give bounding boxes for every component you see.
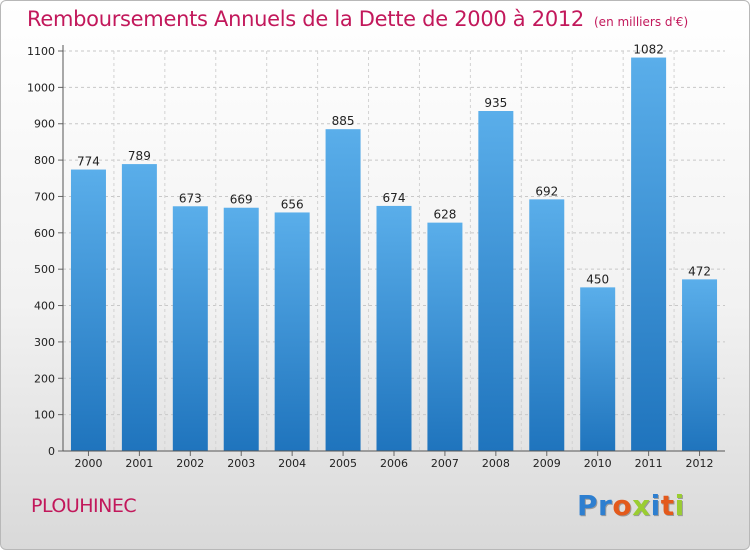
- bar-value-label: 673: [179, 191, 202, 205]
- x-tick-label: 2012: [686, 457, 714, 470]
- x-tick-label: 2002: [176, 457, 204, 470]
- x-tick-label: 2009: [533, 457, 561, 470]
- x-tick-label: 2011: [635, 457, 663, 470]
- logo-letter: P: [577, 489, 599, 522]
- bar-value-label: 669: [230, 193, 253, 207]
- y-tick-label: 900: [34, 118, 55, 131]
- x-tick-label: 2004: [278, 457, 306, 470]
- bar-value-label: 774: [77, 155, 100, 169]
- bar-value-label: 472: [688, 264, 711, 278]
- y-tick-label: 300: [34, 336, 55, 349]
- y-tick-label: 600: [34, 227, 55, 240]
- bar-2003: [223, 207, 259, 451]
- city-name: PLOUHINEC: [31, 495, 137, 517]
- labels: 0 100 200 300 400 500 600 700 800 900 1000 1100 774 2…: [27, 43, 714, 470]
- bar-2009: [529, 199, 565, 451]
- y-tick-label: 0: [48, 445, 55, 458]
- chart-subtitle: (en milliers d'€): [594, 15, 689, 29]
- x-tick-label: 2003: [227, 457, 255, 470]
- bar-2000: [70, 169, 106, 451]
- y-tick-label: 700: [34, 190, 55, 203]
- logo-letter: i: [650, 489, 661, 522]
- bars: [70, 57, 718, 451]
- bar-2005: [325, 129, 361, 451]
- y-tick-label: 1100: [27, 45, 55, 58]
- logo-letter: t: [660, 489, 675, 522]
- logo-letter: r: [598, 489, 613, 522]
- logo-letter: o: [612, 489, 633, 522]
- bar-2011: [631, 57, 667, 451]
- bar-value-label: 628: [433, 208, 456, 222]
- bar-value-label: 1082: [633, 43, 664, 57]
- y-tick-label: 400: [34, 300, 55, 313]
- bar-value-label: 885: [332, 114, 355, 128]
- y-tick-label: 200: [34, 372, 55, 385]
- y-tick-label: 100: [34, 409, 55, 422]
- bar-value-label: 450: [586, 272, 609, 286]
- chart-title: Remboursements Annuels de la Dette de 20…: [27, 7, 688, 31]
- bar-value-label: 789: [128, 149, 151, 163]
- bar-2010: [580, 287, 616, 451]
- chart-title-text: Remboursements Annuels de la Dette de 20…: [27, 7, 584, 31]
- bar-value-label: 935: [484, 96, 507, 110]
- y-tick-label: 1000: [27, 81, 55, 94]
- x-tick-label: 2006: [380, 457, 408, 470]
- x-tick-label: 2010: [584, 457, 612, 470]
- y-tick-label: 800: [34, 154, 55, 167]
- bar-value-label: 656: [281, 197, 304, 211]
- y-tick-label: 500: [34, 263, 55, 276]
- bar-value-label: 692: [535, 184, 558, 198]
- proxiti-logo[interactable]: Proxiti: [577, 489, 685, 522]
- axes: [58, 45, 725, 456]
- bar-2012: [682, 279, 718, 451]
- x-tick-label: 2007: [431, 457, 459, 470]
- x-tick-label: 2001: [125, 457, 153, 470]
- x-tick-label: 2000: [74, 457, 102, 470]
- logo-letter: x: [632, 489, 651, 522]
- logo-letter: i: [674, 489, 685, 522]
- bar-2006: [376, 205, 412, 451]
- bar-2001: [121, 164, 157, 451]
- bar-2004: [274, 212, 310, 451]
- bar-value-label: 674: [383, 191, 406, 205]
- bar-2007: [427, 222, 463, 451]
- bar-2002: [172, 206, 208, 451]
- x-tick-label: 2005: [329, 457, 357, 470]
- x-tick-label: 2008: [482, 457, 510, 470]
- bar-2008: [478, 111, 514, 451]
